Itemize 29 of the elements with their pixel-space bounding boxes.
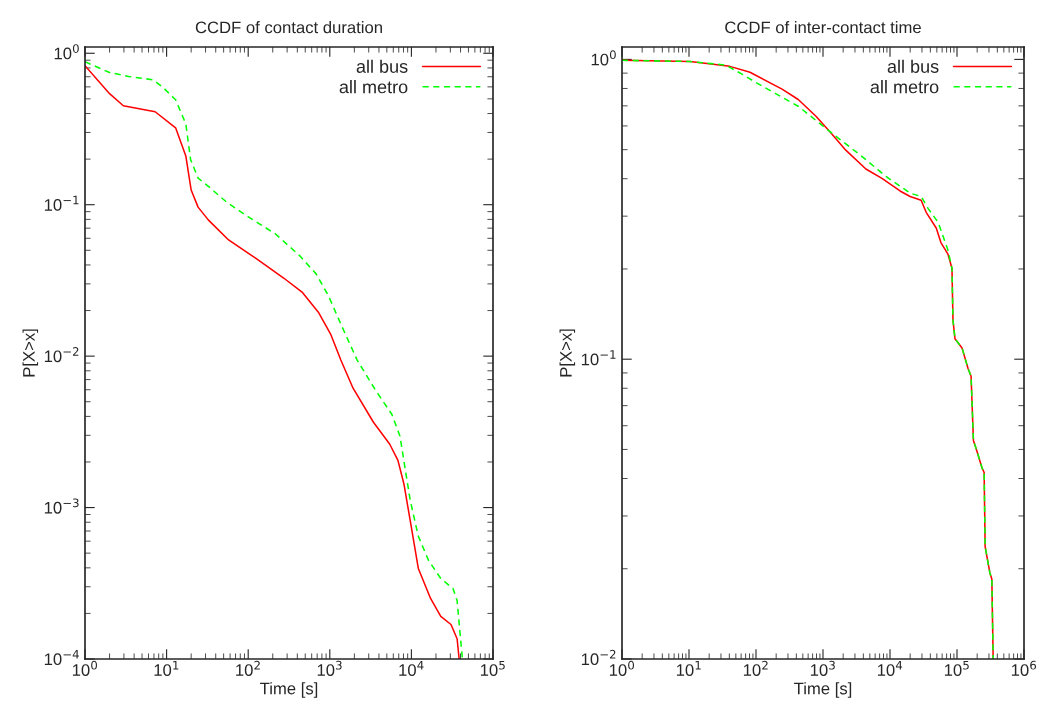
x-tick-label: 10$^{3}$: [810, 660, 835, 676]
x-tick-label: 10$^{4}$: [877, 660, 903, 676]
y-tick-label: 10$^{0}$: [54, 44, 79, 60]
x-axis-title: Time [s]: [794, 682, 852, 698]
chart-title: CCDF of contact duration: [195, 21, 382, 34]
x-tick-label: 10$^{2}$: [236, 660, 260, 676]
x-tick-label: 10$^{6}$: [1011, 660, 1037, 676]
chart-title: CCDF of inter-contact time: [725, 21, 921, 34]
x-tick-label: 10$^{5}$: [480, 660, 505, 676]
x-tick-label: 10$^{1}$: [676, 660, 701, 676]
y-tick-label: 10$^{0}$: [591, 50, 616, 66]
x-tick-label: 10$^{5}$: [944, 660, 969, 676]
legend-label: all bus: [356, 59, 408, 73]
x-tick-label: 10$^{0}$: [609, 660, 635, 676]
x-tick-label: 10$^{2}$: [743, 660, 768, 676]
y-tick-label: 10$^{−1}$: [44, 195, 79, 211]
y-axis-title: P[X>x]: [22, 329, 39, 377]
x-axis-title: Time [s]: [260, 682, 318, 698]
legend-label: all metro: [870, 80, 939, 94]
legend-label: all bus: [887, 59, 939, 73]
y-tick-label: 10$^{−1}$: [581, 350, 616, 366]
x-tick-label: 10$^{1}$: [154, 660, 179, 676]
y-tick-label: 10$^{−3}$: [44, 498, 79, 514]
x-tick-label: 10$^{3}$: [317, 660, 342, 676]
y-tick-label: 10$^{−2}$: [44, 347, 79, 363]
legend-label: all metro: [339, 80, 408, 94]
x-tick-label: 10$^{4}$: [399, 660, 424, 676]
y-axis-title: P[X>x]: [559, 329, 576, 377]
x-tick-label: 10$^{0}$: [72, 660, 98, 676]
